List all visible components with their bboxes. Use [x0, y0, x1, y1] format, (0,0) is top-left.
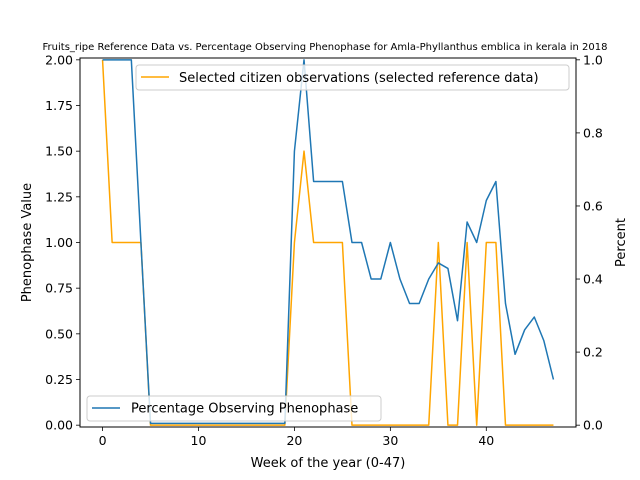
- y-left-tick-label-4: 1.00: [45, 235, 73, 250]
- y-axis-right-label: Percent: [614, 218, 629, 267]
- y-left-tick-label-0: 0.00: [45, 418, 73, 433]
- legend-bottom-label: Percentage Observing Phenophase: [131, 402, 358, 417]
- legend-top-label: Selected citizen observations (selected …: [179, 71, 539, 86]
- y-left-tick-label-7: 1.75: [45, 98, 73, 113]
- x-tick-label-0: 0: [99, 433, 107, 448]
- y-right-tick-label-2: 0.4: [583, 272, 603, 287]
- legend-top-box: [135, 64, 570, 91]
- y-right-tick-label-3: 0.6: [583, 198, 603, 213]
- y-left-tick-label-3: 0.75: [45, 281, 73, 296]
- y-left-tick-label-1: 0.25: [45, 372, 73, 387]
- x-axis-label: Week of the year (0-47): [251, 456, 406, 471]
- y-right-tick-label-0: 0.0: [583, 418, 603, 433]
- x-tick-label-3: 30: [382, 433, 398, 448]
- x-tick-label-4: 40: [478, 433, 494, 448]
- x-tick-label-2: 20: [286, 433, 302, 448]
- y-axis-left-label: Phenophase Value: [20, 183, 35, 302]
- y-left-tick-label-6: 1.50: [45, 144, 73, 159]
- y-right-tick-label-1: 0.2: [583, 345, 603, 360]
- y-left-tick-label-5: 1.25: [45, 189, 73, 204]
- y-left-tick-label-8: 2.00: [45, 52, 73, 67]
- y-right-tick-label-5: 1.0: [583, 52, 603, 67]
- y-left-tick-label-2: 0.50: [45, 326, 73, 341]
- legend-top: Selected citizen observations (selected …: [135, 64, 570, 91]
- series-line-0: [101, 59, 554, 426]
- chart-title: Fruits_ripe Reference Data vs. Percentag…: [43, 42, 608, 53]
- ticks-layer: 0 10 20 30 40 0.00 0.25 0.50 0.75 1.00 1.25 1.50 1.7…: [45, 52, 603, 448]
- legend-bottom: Percentage Observing Phenophase: [86, 395, 382, 422]
- series-line-1: [102, 59, 555, 425]
- series-layer: [101, 59, 555, 426]
- x-tick-label-1: 10: [191, 433, 207, 448]
- y-right-tick-label-4: 0.8: [583, 125, 603, 140]
- legend-bottom-box: [86, 395, 382, 422]
